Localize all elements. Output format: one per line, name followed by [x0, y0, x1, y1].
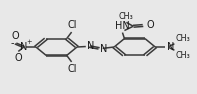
Text: N: N	[167, 42, 174, 52]
Text: CH₃: CH₃	[175, 34, 190, 43]
Text: -: -	[10, 38, 14, 48]
Text: O: O	[15, 53, 22, 63]
Text: +: +	[26, 39, 32, 45]
Text: Cl: Cl	[68, 20, 77, 30]
Text: O: O	[147, 20, 154, 30]
Text: Cl: Cl	[68, 64, 77, 74]
Text: N: N	[20, 42, 27, 52]
Text: N: N	[87, 41, 95, 51]
Text: HN: HN	[115, 21, 129, 31]
Text: CH₃: CH₃	[118, 12, 133, 21]
Text: CH₃: CH₃	[175, 51, 190, 60]
Text: O: O	[12, 31, 19, 41]
Text: N: N	[100, 44, 108, 54]
